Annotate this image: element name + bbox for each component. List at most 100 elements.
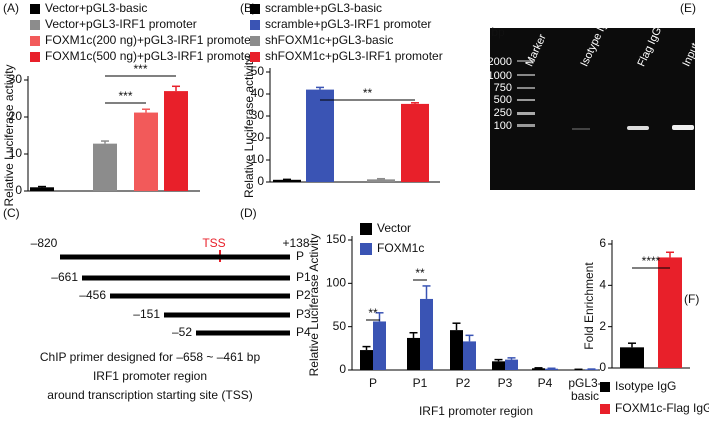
bar	[585, 369, 598, 370]
bar	[450, 330, 463, 370]
bar	[93, 143, 117, 191]
ladder-label: 750	[494, 82, 512, 94]
legend-label: Vector	[377, 221, 411, 235]
y-tick-label: 6	[599, 236, 606, 250]
legend-label: FOXM1c	[377, 241, 424, 255]
gel-unit: bp	[491, 25, 505, 39]
legend-swatch	[600, 404, 610, 414]
fragment-start: –456	[79, 288, 106, 302]
fragment-start: –661	[51, 270, 78, 284]
y-tick-label: 4	[599, 278, 606, 292]
y-axis-label: Relative Luciferase activity	[242, 56, 256, 198]
x-tick-label: pGL3-basic	[568, 376, 601, 403]
y-tick-label: 20	[9, 109, 23, 123]
tss-label: TSS	[202, 236, 225, 250]
bar	[545, 368, 558, 370]
y-tick-label: 30	[9, 72, 23, 86]
legend-label: FOXM1c-Flag IgG	[615, 401, 709, 415]
panel-label: (D)	[240, 206, 257, 220]
y-tick-label: 50	[251, 64, 265, 78]
fragment-name: P	[296, 249, 304, 263]
y-tick-label: 50	[333, 319, 347, 333]
significance-label: **	[415, 266, 425, 280]
y-tick-label: 150	[326, 232, 346, 246]
y-tick-label: 30	[251, 108, 265, 122]
legend-label: scramble+pGL3-IRF1 promoter	[265, 17, 431, 31]
legend-swatch	[30, 36, 40, 46]
significance-label: **	[363, 86, 373, 100]
y-tick-label: 0	[15, 183, 22, 197]
caption: ChIP primer designed for –658 ~ –461 bp	[40, 350, 261, 364]
bar	[306, 89, 334, 182]
legend-swatch	[250, 36, 260, 46]
bar	[492, 361, 505, 370]
fragment-name: P1	[296, 270, 311, 284]
bar	[367, 179, 395, 182]
panel-label: (A)	[3, 1, 19, 15]
bar	[407, 337, 420, 370]
x-tick-label: P	[369, 376, 377, 390]
legend-label: FOXM1c(200 ng)+pGL3-IRF1 promoter	[45, 33, 255, 47]
panel-label: (C)	[3, 206, 20, 220]
legend-swatch	[30, 4, 40, 14]
legend-swatch	[250, 4, 260, 14]
bar	[134, 112, 158, 191]
fragment-start: –52	[172, 325, 192, 339]
legend-swatch	[360, 243, 372, 255]
bar	[401, 103, 429, 182]
significance-label: ***	[133, 62, 147, 76]
ladder-label: 100	[494, 120, 512, 132]
bar	[532, 368, 545, 370]
fragment-start: –151	[133, 307, 160, 321]
y-tick-label: 0	[257, 174, 264, 188]
legend-label: shFOXM1c+pGL3-basic	[265, 33, 393, 47]
legend-label: shFOXM1c+pGL3-IRF1 promoter	[265, 49, 443, 63]
legend-label: Isotype IgG	[615, 379, 676, 393]
y-tick-label: 20	[251, 130, 265, 144]
fragment-name: P2	[296, 288, 311, 302]
fragment-name: P4	[296, 325, 311, 339]
panel-label: (F)	[684, 292, 699, 306]
x-tick-label: P2	[456, 376, 471, 390]
bar	[620, 347, 644, 368]
bar	[463, 341, 476, 370]
legend-swatch	[30, 52, 40, 62]
range-end: +138	[282, 236, 309, 250]
legend-label: FOXM1c(500 ng)+pGL3-IRF1 promoter	[45, 49, 255, 63]
significance-label: ****	[642, 254, 661, 268]
y-axis-label: Fold Enrichment	[582, 262, 596, 350]
y-tick-label: 2	[599, 319, 606, 333]
x-axis-label: IRF1 promoter region	[419, 404, 533, 418]
bar	[360, 350, 373, 370]
panel-label: (E)	[680, 1, 696, 15]
bar	[658, 257, 682, 368]
bar	[30, 187, 54, 191]
significance-label: ***	[118, 89, 132, 103]
significance-label: **	[368, 306, 378, 320]
x-tick-label: P3	[498, 376, 513, 390]
fragment-name: P3	[296, 307, 311, 321]
bar	[505, 359, 518, 370]
y-tick-label: 40	[251, 86, 265, 100]
ladder-label: 2000	[488, 56, 512, 68]
gel-bands	[517, 60, 694, 130]
bar	[373, 321, 386, 370]
legend-label: Vector+pGL3-basic	[45, 1, 147, 15]
bar	[273, 179, 301, 182]
legend-swatch	[250, 52, 260, 62]
x-tick-label: P4	[538, 376, 553, 390]
bar	[420, 298, 433, 370]
legend-swatch	[250, 20, 260, 30]
legend-swatch	[30, 20, 40, 30]
ladder-label: 250	[494, 107, 512, 119]
y-tick-label: 10	[9, 146, 23, 160]
caption: IRF1 promoter region	[93, 369, 207, 383]
legend-label: scramble+pGL3-basic	[265, 1, 382, 15]
y-tick-label: 0	[339, 362, 346, 376]
bar	[164, 91, 188, 191]
y-axis-label: Relative Luciferase Activity	[307, 234, 321, 377]
range-start: –820	[31, 236, 58, 250]
legend-swatch	[360, 223, 372, 235]
